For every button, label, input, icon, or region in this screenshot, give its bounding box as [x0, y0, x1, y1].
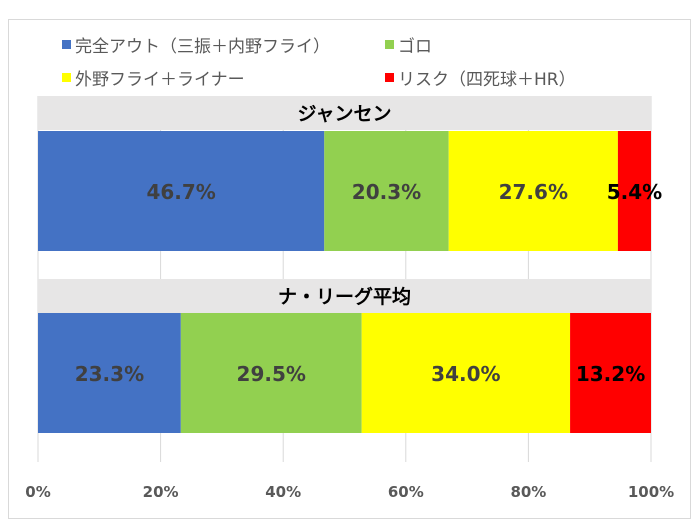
legend-item-complete-out: 完全アウト（三振＋内野フライ） [62, 32, 330, 57]
panel-header [38, 96, 651, 130]
bar-segment [180, 313, 362, 433]
panel-title: ナ・リーグ平均 [278, 285, 411, 308]
data-label: 34.0% [431, 362, 500, 386]
chart-frame [8, 19, 691, 519]
data-label: 5.4% [607, 180, 662, 204]
data-label: 23.3% [75, 362, 144, 386]
data-label: 46.7% [146, 180, 215, 204]
bar-segment [617, 131, 651, 251]
bar-segment [38, 131, 325, 251]
data-label: 29.5% [237, 362, 306, 386]
legend-swatch [62, 73, 71, 82]
legend-item-risk: リスク（四死球＋HR） [385, 65, 576, 90]
panel-header [38, 279, 651, 313]
data-label: 20.3% [352, 180, 421, 204]
legend-label: 完全アウト（三振＋内野フライ） [75, 37, 330, 57]
legend-label: 外野フライ＋ライナー [75, 70, 245, 90]
legend-swatch [62, 40, 71, 49]
bar-segment [361, 313, 571, 433]
data-label: 27.6% [499, 180, 568, 204]
legend-label: ゴロ [398, 37, 432, 57]
legend-label: リスク（四死球＋HR） [398, 70, 576, 90]
bar-segment [38, 313, 181, 433]
x-tick-label: 20% [143, 483, 179, 501]
legend-swatch [385, 73, 394, 82]
bar-segment [448, 131, 618, 251]
x-tick-label: 0% [25, 483, 50, 501]
panel-title: ジャンセン [297, 103, 391, 125]
x-tick-label: 80% [510, 483, 546, 501]
x-tick-label: 40% [265, 483, 301, 501]
bar-segment [570, 313, 651, 433]
x-tick-label: 60% [388, 483, 424, 501]
bar-segment [324, 131, 449, 251]
data-label: 13.2% [576, 362, 645, 386]
legend-item-outfield: 外野フライ＋ライナー [62, 65, 245, 90]
legend-item-grounder: ゴロ [385, 32, 432, 57]
legend-swatch [385, 40, 394, 49]
x-tick-label: 100% [628, 483, 674, 501]
